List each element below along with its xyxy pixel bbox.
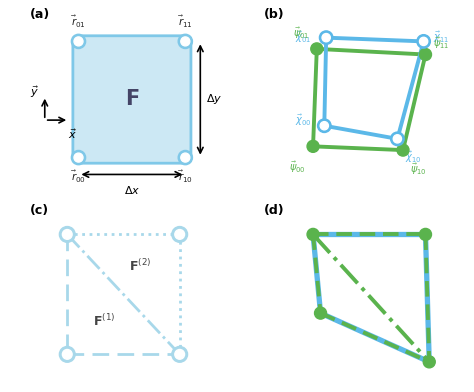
Circle shape: [63, 350, 72, 359]
Circle shape: [59, 227, 75, 242]
Circle shape: [311, 43, 323, 55]
Circle shape: [172, 227, 188, 242]
Circle shape: [74, 37, 83, 46]
Text: $\vec{y}$: $\vec{y}$: [30, 84, 39, 100]
Circle shape: [393, 135, 401, 143]
Circle shape: [419, 229, 431, 240]
Circle shape: [319, 31, 333, 44]
Text: $\mathbf{F}^{(2)}$: $\mathbf{F}^{(2)}$: [129, 258, 151, 274]
Circle shape: [419, 49, 431, 60]
Circle shape: [175, 230, 184, 239]
Circle shape: [72, 151, 86, 165]
Circle shape: [397, 144, 409, 156]
Text: $\Delta y$: $\Delta y$: [206, 93, 222, 107]
Circle shape: [175, 350, 184, 359]
Text: $\vec{\psi}_{00}$: $\vec{\psi}_{00}$: [289, 160, 306, 175]
Circle shape: [72, 34, 86, 49]
Circle shape: [181, 153, 190, 162]
Circle shape: [423, 356, 435, 368]
Text: (a): (a): [30, 8, 50, 21]
Circle shape: [417, 34, 430, 48]
Text: $\vec{\chi}_{01}$: $\vec{\chi}_{01}$: [295, 30, 311, 45]
Text: (d): (d): [264, 205, 285, 218]
Circle shape: [59, 347, 75, 362]
Circle shape: [419, 37, 428, 45]
Text: (c): (c): [30, 205, 49, 218]
Text: $\vec{r}_{00}$: $\vec{r}_{00}$: [71, 169, 86, 185]
Text: $\Delta x$: $\Delta x$: [124, 184, 140, 196]
Text: $\mathbf{F}$: $\mathbf{F}$: [125, 89, 139, 109]
Circle shape: [74, 153, 83, 162]
Text: $\mathbf{F}^{(1)}$: $\mathbf{F}^{(1)}$: [93, 313, 116, 328]
Circle shape: [172, 347, 188, 362]
Circle shape: [315, 307, 327, 319]
Text: $\vec{x}$: $\vec{x}$: [68, 128, 77, 142]
Circle shape: [307, 229, 319, 240]
Text: $\vec{\chi}_{00}$: $\vec{\chi}_{00}$: [295, 113, 311, 128]
Text: $\vec{\psi}_{10}$: $\vec{\psi}_{10}$: [410, 162, 427, 177]
FancyBboxPatch shape: [73, 36, 191, 163]
Circle shape: [181, 37, 190, 46]
Circle shape: [320, 122, 328, 130]
Circle shape: [178, 151, 192, 165]
Circle shape: [63, 230, 72, 239]
Circle shape: [322, 34, 330, 42]
Circle shape: [178, 34, 192, 49]
Text: $\vec{\psi}_{11}$: $\vec{\psi}_{11}$: [433, 35, 449, 51]
Text: $\vec{r}_{10}$: $\vec{r}_{10}$: [178, 169, 193, 185]
Circle shape: [318, 119, 331, 132]
Text: $\vec{r}_{11}$: $\vec{r}_{11}$: [178, 14, 193, 30]
Circle shape: [307, 140, 319, 152]
Circle shape: [391, 132, 404, 145]
Text: $\vec{\psi}_{01}$: $\vec{\psi}_{01}$: [293, 26, 310, 42]
Text: $\vec{r}_{01}$: $\vec{r}_{01}$: [71, 14, 86, 30]
Text: $\vec{\chi}_{10}$: $\vec{\chi}_{10}$: [405, 150, 421, 165]
Text: $\vec{\chi}_{11}$: $\vec{\chi}_{11}$: [433, 30, 449, 45]
Text: (b): (b): [264, 8, 285, 21]
